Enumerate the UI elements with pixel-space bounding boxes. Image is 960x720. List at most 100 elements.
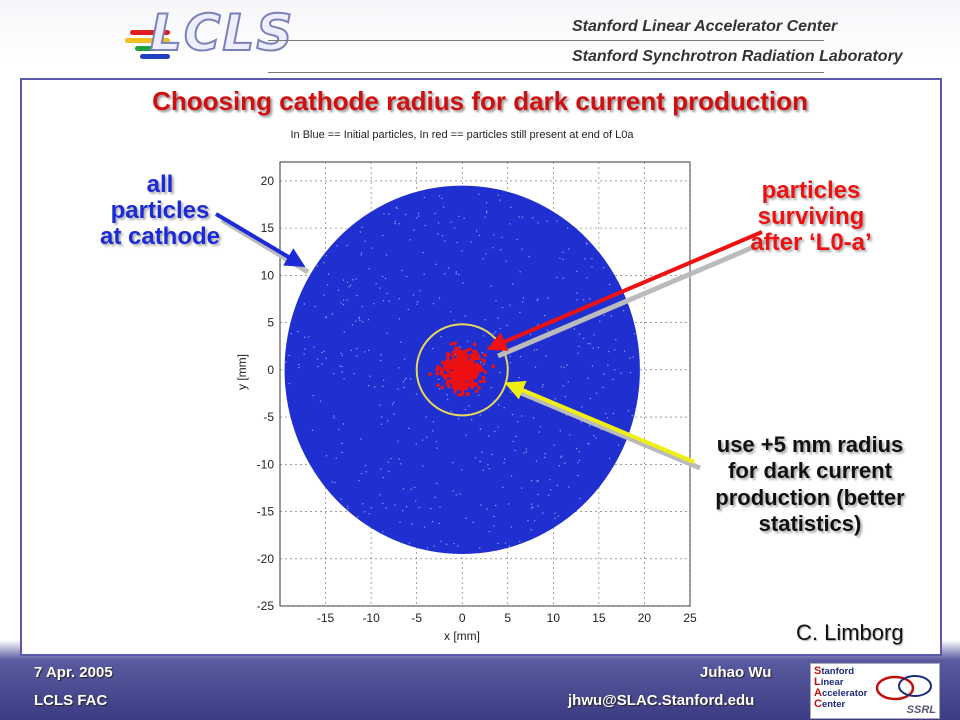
particle-speckle <box>453 543 455 545</box>
surviving-particle <box>456 386 461 391</box>
particle-speckle <box>387 461 389 463</box>
particle-speckle <box>338 428 340 431</box>
particle-speckle <box>632 356 634 358</box>
particle-speckle <box>482 335 485 337</box>
surviving-particle <box>446 356 450 360</box>
particle-speckle <box>488 531 490 533</box>
particle-speckle <box>421 439 424 441</box>
particle-speckle <box>488 468 490 470</box>
particle-speckle <box>363 351 366 353</box>
surviving-particle <box>483 353 487 357</box>
particle-speckle <box>569 434 571 436</box>
particle-speckle <box>422 252 424 254</box>
particle-speckle <box>333 417 335 419</box>
particle-speckle <box>325 455 328 457</box>
particle-speckle <box>325 357 327 360</box>
particle-speckle <box>411 523 413 525</box>
particle-speckle <box>609 457 611 459</box>
slac-logo: Stanford Linear Accelerator Center SSRL <box>810 663 940 719</box>
particle-speckle <box>587 377 589 379</box>
particle-speckle <box>499 199 501 201</box>
particle-speckle <box>509 355 511 357</box>
particle-speckle <box>603 267 605 269</box>
particle-speckle <box>383 379 385 381</box>
particle-speckle <box>629 372 632 374</box>
surviving-particle <box>461 349 466 354</box>
particle-speckle <box>348 286 350 288</box>
particle-speckle <box>325 255 327 257</box>
arrow-shadow-yellow <box>513 387 701 471</box>
particle-speckle <box>599 320 601 322</box>
particle-speckle <box>556 220 558 222</box>
surviving-particle <box>455 377 460 381</box>
particle-speckle <box>496 550 498 552</box>
footer-date: 7 Apr. 2005 <box>34 664 113 681</box>
particle-speckle <box>629 357 631 359</box>
particle-speckle <box>361 252 363 254</box>
particle-speckle <box>382 300 385 302</box>
particle-speckle <box>435 263 437 265</box>
particle-speckle <box>464 315 466 317</box>
surviving-particle <box>454 351 459 355</box>
particle-speckle <box>303 303 306 305</box>
particle-speckle <box>537 298 539 300</box>
arrow-all-particles <box>214 212 306 268</box>
particle-speckle <box>382 476 384 479</box>
particle-speckle <box>537 324 539 326</box>
particle-speckle <box>432 303 435 305</box>
particle-speckle <box>382 531 384 533</box>
particle-speckle <box>586 277 588 279</box>
particle-speckle <box>568 486 570 488</box>
callout-line: production (better <box>715 484 905 510</box>
particle-speckle <box>402 381 404 383</box>
particle-speckle <box>410 488 412 490</box>
particle-speckle <box>525 451 527 453</box>
particle-speckle <box>369 375 371 377</box>
particle-speckle <box>521 415 523 417</box>
surviving-particle <box>445 380 450 385</box>
particle-speckle <box>342 279 345 281</box>
particle-speckle <box>416 303 418 305</box>
particle-speckle <box>358 316 360 318</box>
particle-speckle <box>534 520 536 522</box>
surviving-particle <box>441 373 446 378</box>
particle-speckle <box>547 494 550 496</box>
particle-speckle <box>468 405 470 407</box>
particle-speckle <box>455 273 457 275</box>
particle-speckle <box>487 464 489 466</box>
particle-speckle <box>375 282 377 285</box>
particle-speckle <box>398 298 400 300</box>
surviving-particle <box>472 383 477 387</box>
particle-speckle <box>361 306 363 308</box>
particle-speckle <box>414 486 416 489</box>
particle-speckle <box>384 277 387 280</box>
particle-speckle <box>505 260 507 262</box>
particle-speckle <box>341 365 343 368</box>
particle-speckle <box>583 299 585 301</box>
surviving-particle <box>455 366 459 371</box>
particle-speckle <box>400 463 402 465</box>
particle-speckle <box>368 384 370 387</box>
surviving-particle <box>481 375 486 380</box>
particle-speckle <box>479 461 481 463</box>
particle-speckle <box>484 216 486 218</box>
surviving-particle <box>428 372 432 377</box>
particle-speckle <box>542 384 544 386</box>
particle-speckle <box>364 240 366 242</box>
particle-speckle <box>491 453 493 456</box>
particle-speckle <box>312 395 314 397</box>
org-line-2: Stanford Synchrotron Radiation Laborator… <box>572 48 903 65</box>
particle-speckle <box>356 294 358 297</box>
particle-speckle <box>458 215 460 217</box>
particle-speckle <box>532 417 535 419</box>
particle-speckle <box>612 412 615 415</box>
particle-speckle <box>508 503 510 505</box>
particle-speckle <box>465 517 467 519</box>
particle-speckle <box>343 331 345 333</box>
particle-speckle <box>522 297 525 299</box>
particle-speckle <box>595 437 597 439</box>
particle-speckle <box>603 373 605 375</box>
particle-speckle <box>565 414 568 416</box>
particle-speckle <box>313 346 315 348</box>
particle-speckle <box>563 366 565 369</box>
